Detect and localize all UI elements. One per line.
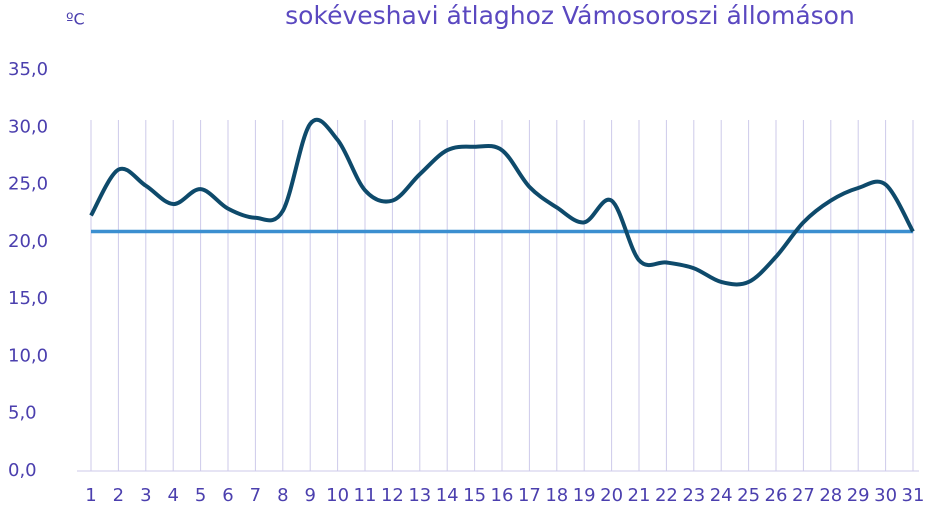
x-tick-label: 3: [140, 485, 151, 506]
x-tick-label: 10: [326, 485, 349, 506]
x-tick-label: 29: [847, 485, 870, 506]
x-tick-label: 2: [113, 485, 124, 506]
x-tick-label: 31: [902, 485, 925, 506]
x-tick-label: 28: [819, 485, 842, 506]
x-tick-label: 19: [573, 485, 596, 506]
y-tick-label: 20,0: [8, 231, 48, 252]
series-line: [89, 117, 915, 287]
x-tick-label: 21: [628, 485, 651, 506]
x-tick-label: 5: [195, 485, 206, 506]
y-tick-label: 35,0: [8, 59, 48, 80]
y-tick-label: 0,0: [8, 460, 37, 481]
unit-label: ºC: [66, 10, 85, 29]
x-tick-label: 22: [655, 485, 678, 506]
x-tick-label: 27: [792, 485, 815, 506]
y-tick-label: 10,0: [8, 345, 48, 366]
x-tick-label: 25: [737, 485, 760, 506]
x-tick-label: 20: [600, 485, 623, 506]
y-tick-label: 30,0: [8, 116, 48, 137]
x-tick-label: 15: [463, 485, 486, 506]
chart-title: sokéveshavi átlaghoz Vámosoroszi állomás…: [285, 1, 855, 30]
y-tick-label: 15,0: [8, 288, 48, 309]
x-tick-label: 4: [167, 485, 178, 506]
y-tick-label: 25,0: [8, 174, 48, 195]
x-tick-label: 13: [408, 485, 431, 506]
x-tick-label: 12: [381, 485, 404, 506]
x-tick-label: 8: [277, 485, 288, 506]
x-tick-label: 1: [85, 485, 96, 506]
x-tick-label: 23: [682, 485, 705, 506]
x-tick-label: 7: [250, 485, 261, 506]
x-tick-label: 30: [874, 485, 897, 506]
x-tick-label: 6: [222, 485, 233, 506]
x-tick-label: 16: [491, 485, 514, 506]
x-tick-label: 11: [354, 485, 377, 506]
x-tick-label: 24: [710, 485, 733, 506]
y-tick-label: 5,0: [8, 403, 37, 424]
x-tick-label: 26: [765, 485, 788, 506]
x-tick-label: 9: [304, 485, 315, 506]
x-tick-label: 18: [545, 485, 568, 506]
x-tick-label: 17: [518, 485, 541, 506]
x-tick-label: 14: [436, 485, 459, 506]
